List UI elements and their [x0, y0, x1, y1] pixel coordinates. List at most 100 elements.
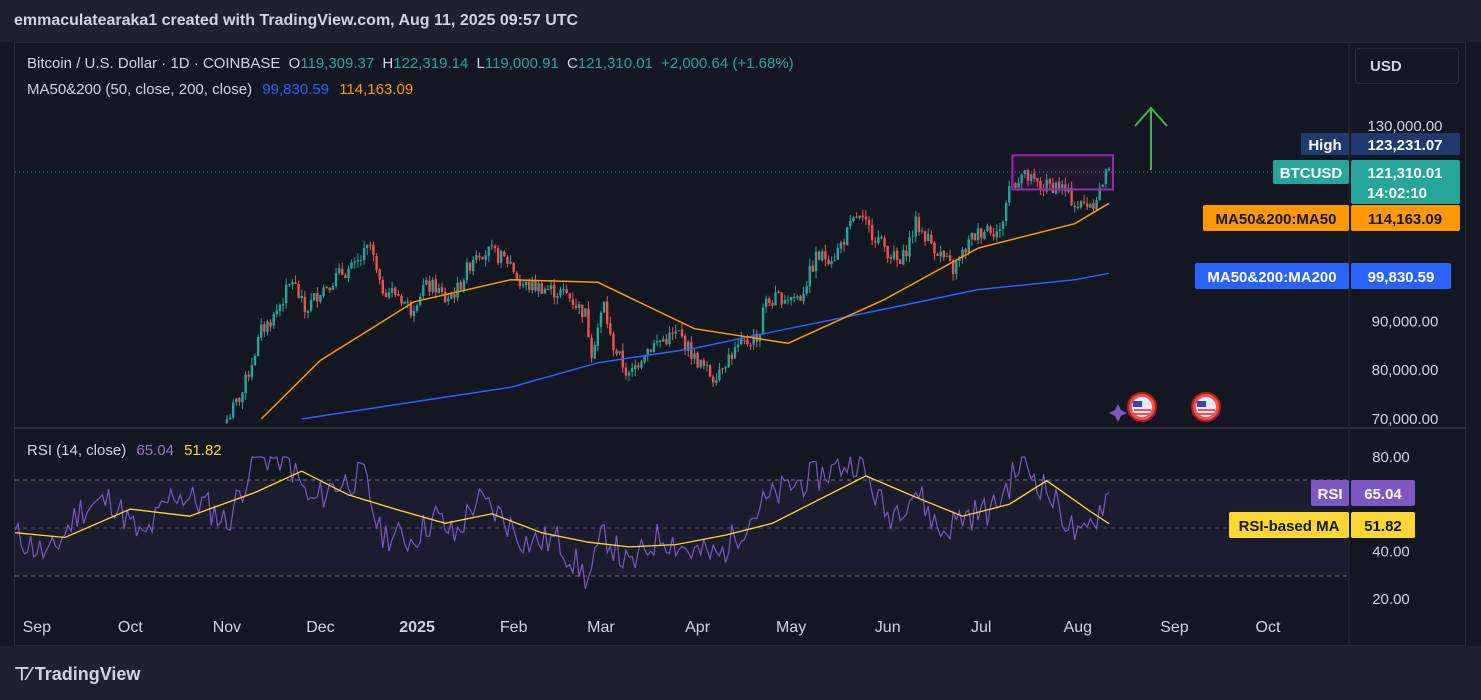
candle — [228, 413, 232, 420]
candle — [266, 319, 269, 336]
candle — [839, 240, 843, 254]
candle — [1064, 177, 1067, 197]
candle — [521, 279, 525, 288]
time-axis-label: Oct — [118, 619, 143, 636]
candle — [683, 333, 687, 356]
candle — [920, 227, 924, 234]
candle — [995, 224, 998, 242]
candle — [627, 370, 631, 382]
candle — [730, 351, 734, 365]
candle — [471, 256, 475, 276]
consolidation-box[interactable] — [1011, 154, 1115, 191]
candle — [468, 261, 472, 275]
bottom-bar — [0, 646, 1481, 700]
tradingview-logo[interactable]: ⊤⁄ TradingView — [14, 664, 140, 685]
rsi-axis-label: 80.00 — [1372, 449, 1410, 466]
candle — [948, 249, 952, 262]
candle — [652, 339, 656, 353]
currency-button[interactable]: USD — [1355, 48, 1459, 84]
candle — [811, 260, 815, 273]
candle — [437, 283, 441, 294]
candle — [1026, 168, 1030, 187]
price-axis-label: 80,000.00 — [1372, 362, 1439, 379]
candle — [805, 281, 808, 296]
rsi-tag: RSI — [1317, 486, 1342, 503]
candle — [512, 261, 515, 274]
ma-indicator-title[interactable]: MA50&200 (50, close, 200, close) — [27, 81, 253, 98]
candle — [973, 233, 977, 242]
ma-legend: MA50&200 (50, close, 200, close) 99,830.… — [27, 81, 413, 98]
candle — [761, 303, 765, 336]
candle — [487, 246, 490, 262]
candle — [434, 274, 437, 299]
candle — [889, 254, 893, 265]
candle — [549, 280, 553, 295]
candle — [942, 249, 946, 261]
ma50-tag: MA50&200:MA50 — [1216, 211, 1337, 228]
candle — [253, 353, 257, 367]
candle — [842, 238, 846, 252]
ma200-line — [301, 272, 1110, 420]
high-value-bg — [1351, 133, 1460, 155]
candle — [1048, 177, 1051, 189]
snapshot-credit: emmaculatearaka1 created with TradingVie… — [14, 12, 579, 29]
candle — [366, 244, 369, 256]
us-flag-event-icon[interactable] — [1127, 392, 1157, 422]
candle — [571, 292, 575, 310]
candle — [671, 327, 674, 341]
time-axis-label: May — [776, 619, 806, 636]
rsi-ma-value-tag: 51.82 — [1364, 518, 1402, 535]
rsi-ma-value-bg — [1351, 512, 1415, 538]
symbol-tag: BTCUSD — [1280, 165, 1343, 182]
ma50-value: 114,163.09 — [1368, 211, 1442, 228]
ma-legend-value-2: 114,163.09 — [339, 81, 414, 98]
candle — [721, 367, 724, 375]
candle — [453, 287, 456, 304]
rsi-indicator-title[interactable]: RSI (14, close) — [27, 442, 127, 459]
candle — [281, 298, 285, 312]
rsi-axis-label: 40.00 — [1372, 544, 1410, 561]
candle — [964, 247, 967, 260]
candle — [325, 285, 328, 290]
candle — [247, 370, 250, 382]
candle — [394, 286, 397, 298]
candle — [337, 263, 341, 275]
candle — [518, 274, 522, 290]
candle — [783, 294, 787, 305]
high-label: H — [382, 55, 394, 72]
candle — [1082, 194, 1086, 205]
candle — [238, 396, 241, 406]
symbol-description[interactable]: Bitcoin / U.S. Dollar · 1D · COINBASE — [27, 55, 281, 72]
candle — [225, 415, 229, 424]
candle — [808, 258, 811, 294]
sparkle-icon[interactable] — [1109, 404, 1127, 422]
candle — [294, 275, 297, 285]
candle — [481, 256, 484, 260]
candle — [780, 292, 783, 308]
price-axis-label: 130,000.00 — [1367, 118, 1442, 135]
candle — [786, 295, 790, 305]
candle — [316, 287, 319, 308]
candle — [275, 304, 279, 318]
candle — [649, 348, 653, 353]
candle — [814, 246, 818, 279]
rsi-ma-legend-value: 51.82 — [184, 442, 222, 459]
high-value: 122,319.14 — [393, 55, 469, 72]
candle — [1098, 182, 1101, 201]
candle — [400, 293, 403, 307]
candle — [231, 399, 235, 420]
candle — [1101, 184, 1104, 188]
candle — [577, 301, 581, 315]
us-flag-event-icon[interactable] — [1191, 392, 1221, 422]
candle — [1014, 182, 1017, 189]
candle — [581, 304, 584, 323]
candle — [911, 230, 914, 244]
candle — [883, 235, 886, 252]
candle — [272, 311, 275, 329]
candle — [1092, 199, 1095, 212]
candle — [602, 301, 606, 314]
candle — [381, 276, 384, 296]
breakout-arrow[interactable] — [1134, 106, 1168, 170]
candle — [599, 310, 603, 334]
